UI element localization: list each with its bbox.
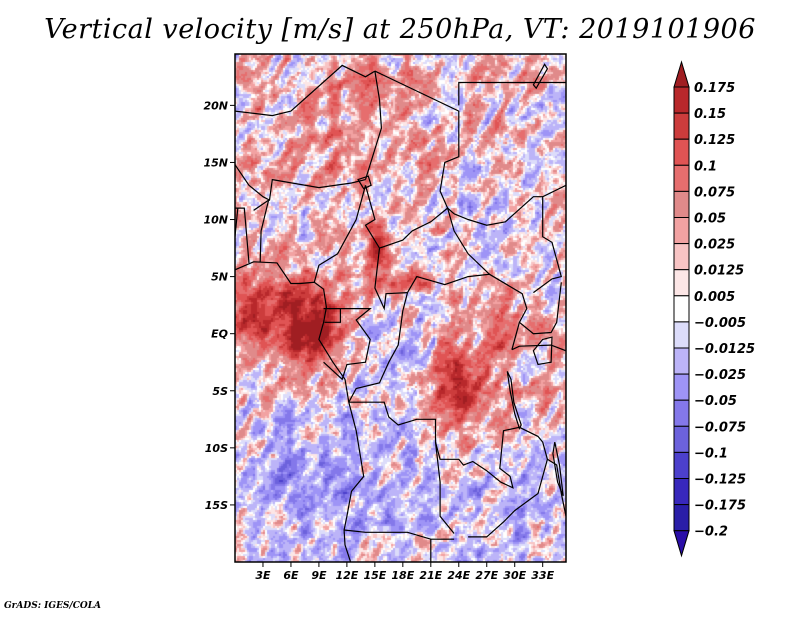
colorbar-label: 0.05 <box>694 212 726 227</box>
x-tick-label: 9E <box>311 569 327 582</box>
border-line <box>235 261 365 562</box>
map-frame <box>234 53 567 563</box>
colorbar-box <box>673 269 690 297</box>
y-tick-label: 10S <box>205 442 228 455</box>
colorbar: 0.175 0.15 0.125 0.1 0.075 0.05 0.025 0.0125 0.0… <box>673 60 755 558</box>
colorbar-label: 0.1 <box>694 159 717 174</box>
x-tick-label: 3E <box>255 569 271 582</box>
colorbar-box <box>673 373 690 401</box>
border-line <box>379 207 490 275</box>
colorbar-box <box>673 347 690 375</box>
border-line <box>364 185 408 311</box>
colorbar-box <box>673 451 690 479</box>
colorbar-label: −0.2 <box>694 525 728 540</box>
lake-nasser-outline <box>532 63 549 90</box>
x-tick-label: 24E <box>447 569 470 582</box>
x-tick-label: 21E <box>419 569 442 582</box>
colorbar-box <box>673 504 690 532</box>
y-tick-label: 15S <box>205 499 228 512</box>
colorbar-box <box>673 295 690 323</box>
border-line <box>323 308 372 381</box>
y-tick-label: EQ <box>211 328 228 341</box>
x-tick-label: 15E <box>363 569 386 582</box>
colorbar-box <box>673 425 690 453</box>
x-tick-label: 18E <box>391 569 414 582</box>
plot-frame <box>234 53 567 563</box>
border-line <box>434 442 455 534</box>
border-line <box>458 81 566 106</box>
colorbar-label: 0.125 <box>694 133 735 148</box>
colorbar-extend-top <box>673 60 690 88</box>
colorbar-label: 0.175 <box>694 81 735 96</box>
border-line <box>313 185 367 283</box>
border-line <box>235 164 366 202</box>
border-line <box>519 282 562 335</box>
chart-title: Vertical velocity [m/s] at 250hPa, VT: 2… <box>44 14 756 45</box>
y-axis-ticks: 20N 15N 10N 5N EQ 5S 10S 15S <box>203 99 235 512</box>
x-tick-label: 12E <box>335 569 358 582</box>
colorbar-box <box>673 321 690 349</box>
border-line <box>406 273 528 350</box>
border-line <box>453 196 543 226</box>
country-borders <box>235 63 566 562</box>
border-line <box>253 199 269 211</box>
colorbar-label: −0.0125 <box>694 342 755 357</box>
border-line <box>364 71 383 180</box>
lake-tanganyika-outline <box>506 371 522 430</box>
border-line <box>468 426 549 538</box>
x-axis-ticks: 3E 6E 9E 12E 15E 18E 21E 24E 27E 30E 33E <box>255 562 555 582</box>
border-line <box>235 64 376 117</box>
colorbar-label: 0.15 <box>694 107 726 122</box>
border-line <box>348 292 409 403</box>
y-tick-label: 10N <box>203 214 228 227</box>
colorbar-label: 0.0125 <box>694 264 744 279</box>
colorbar-label: 0.075 <box>694 185 735 200</box>
colorbar-label: −0.075 <box>694 420 746 435</box>
colorbar-box <box>673 164 690 192</box>
colorbar-label: −0.1 <box>694 446 728 461</box>
border-line <box>344 529 455 540</box>
x-tick-label: 27E <box>475 569 498 582</box>
y-tick-label: 20N <box>203 99 228 112</box>
colorbar-label: −0.125 <box>694 473 746 488</box>
colorbar-label: 0.005 <box>694 290 735 305</box>
colorbar-label: −0.175 <box>694 499 746 514</box>
lake-chad-outline <box>357 175 372 190</box>
x-tick-label: 30E <box>503 569 526 582</box>
colorbar-label: −0.025 <box>694 368 746 383</box>
border-line <box>511 344 566 352</box>
x-tick-label: 33E <box>531 569 554 582</box>
colorbar-box <box>673 217 690 245</box>
colorbar-box <box>673 112 690 140</box>
y-tick-label: 5N <box>211 271 228 284</box>
border-line <box>348 401 520 489</box>
x-tick-label: 6E <box>283 569 299 582</box>
border-line <box>547 458 566 517</box>
colorbar-box <box>673 138 690 166</box>
y-tick-label: 15N <box>203 156 228 169</box>
map-plot-area <box>235 54 566 562</box>
border-line <box>323 308 341 323</box>
y-tick-label: 5S <box>212 385 228 398</box>
colorbar-label: 0.025 <box>694 238 735 253</box>
colorbar-box <box>673 190 690 218</box>
lake-malawi-outline <box>552 441 564 497</box>
lake-victoria-outline <box>532 336 553 366</box>
colorbar-box <box>673 478 690 506</box>
border-line <box>259 199 270 262</box>
colorbar-label: −0.05 <box>694 394 737 409</box>
colorbar-box <box>673 86 690 114</box>
colorbar-box <box>673 399 690 427</box>
colorbar-extend-bottom <box>673 530 690 558</box>
border-line <box>235 207 250 263</box>
grads-credit: GrADS: IGES/COLA <box>4 601 102 611</box>
colorbar-label: −0.005 <box>694 316 746 331</box>
colorbar-box <box>673 243 690 271</box>
